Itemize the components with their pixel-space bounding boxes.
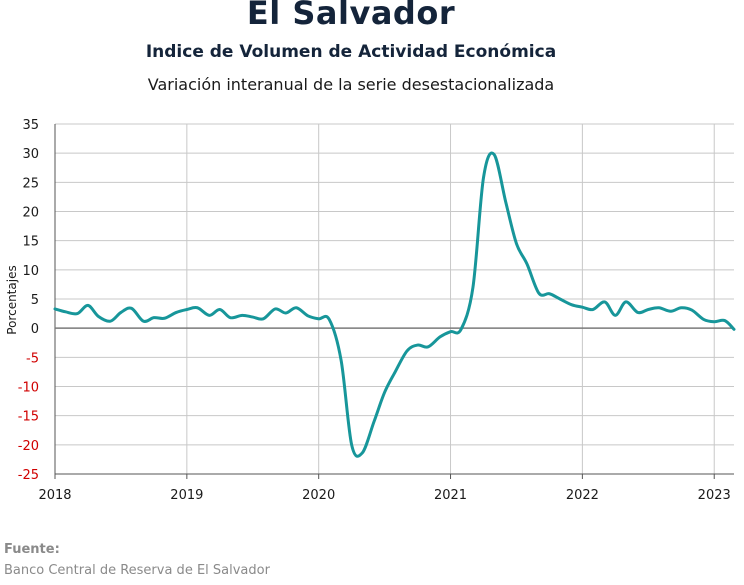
chart-subtitle: Indice de Volumen de Actividad Económica: [145, 42, 557, 62]
y-tick-label: 10: [22, 264, 39, 279]
y-tick-label: 30: [22, 147, 39, 162]
y-tick-label: -5: [26, 351, 39, 366]
y-tick-label: -10: [18, 381, 39, 396]
chart-title: El Salvador: [246, 0, 456, 32]
y-tick-label: -20: [18, 439, 39, 454]
y-axis-label: Porcentajes: [5, 265, 19, 334]
x-tick-label: 2023: [698, 488, 731, 503]
chart-description: Variación interanual de la serie desesta…: [147, 75, 555, 94]
y-tick-label: 25: [22, 176, 39, 191]
y-tick-label: -25: [18, 468, 39, 483]
y-tick-label: -15: [18, 410, 39, 425]
x-tick-label: 2018: [38, 488, 71, 503]
series-line: [53, 151, 736, 458]
y-tick-label: 15: [22, 235, 39, 250]
y-tick-label: 20: [22, 206, 39, 221]
tick-labels: 35 30 25 20 15 10 5 0 -5 -10 -15 -20 -25 2018 2019 2020…: [18, 118, 731, 503]
grid-lines: [55, 123, 734, 475]
source-label: Fuente:: [4, 542, 60, 557]
line-chart: 35 30 25 20 15 10 5 0 -5 -10 -15 -20 -25 2018 2019 2020…: [5, 118, 736, 503]
x-tick-label: 2020: [302, 488, 335, 503]
y-tick-label: 5: [31, 293, 39, 308]
y-tick-label: 35: [22, 118, 39, 133]
source-text: Banco Central de Reserva de El Salvador: [4, 563, 270, 578]
series-layer: [53, 151, 736, 458]
axes: [54, 124, 734, 479]
y-tick-label: 0: [31, 322, 39, 337]
x-tick-label: 2022: [566, 488, 599, 503]
x-tick-label: 2019: [170, 488, 203, 503]
x-tick-label: 2021: [434, 488, 467, 503]
